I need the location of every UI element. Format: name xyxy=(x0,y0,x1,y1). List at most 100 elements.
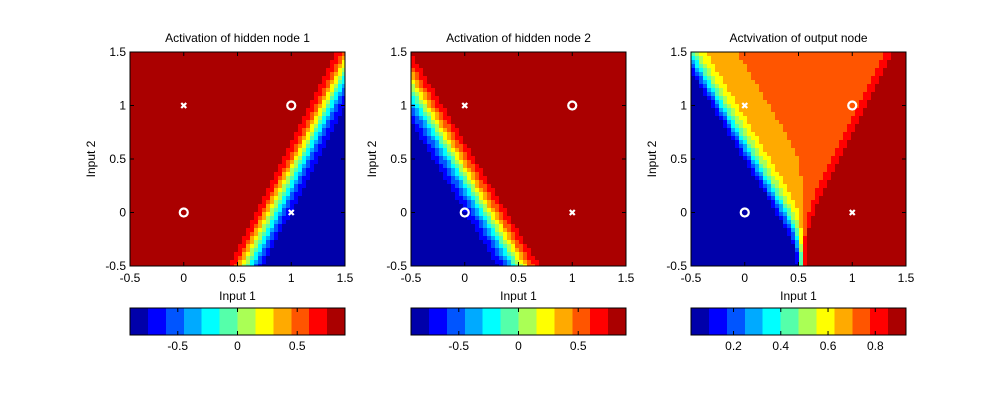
heatmap-cell xyxy=(326,140,331,145)
heatmap-cell xyxy=(262,96,267,101)
heatmap-cell xyxy=(306,108,311,113)
colorbar-segment xyxy=(273,308,292,335)
heatmap-cell xyxy=(479,156,484,161)
heatmap-cell xyxy=(547,252,552,257)
heatmap-cell xyxy=(290,80,295,85)
heatmap-cell xyxy=(467,124,472,129)
colorbar-segment xyxy=(183,308,203,335)
heatmap-cell xyxy=(238,68,243,73)
heatmap-cell xyxy=(427,88,432,93)
heatmap-cell xyxy=(423,88,428,93)
heatmap-cell xyxy=(503,264,508,266)
heatmap-cell xyxy=(254,96,259,101)
heatmap-cell xyxy=(142,92,147,97)
heatmap-cell xyxy=(290,236,295,241)
heatmap-cell xyxy=(166,132,171,137)
heatmap-cell xyxy=(250,152,255,157)
heatmap-cell xyxy=(162,128,167,133)
heatmap-cell xyxy=(499,128,504,133)
heatmap-cell xyxy=(218,200,223,205)
heatmap-cell xyxy=(186,76,191,81)
heatmap-cell xyxy=(547,112,552,117)
heatmap-cell xyxy=(210,256,215,261)
heatmap-cell xyxy=(154,116,159,121)
heatmap-cell xyxy=(294,264,299,266)
heatmap-cell xyxy=(242,208,247,213)
heatmap-cell xyxy=(238,80,243,85)
heatmap-cell xyxy=(535,168,540,173)
heatmap-cell xyxy=(475,180,480,185)
heatmap-cell xyxy=(138,136,143,141)
heatmap-cell xyxy=(138,188,143,193)
heatmap-cell xyxy=(166,76,171,81)
heatmap-cell xyxy=(322,84,327,89)
heatmap-cell xyxy=(491,68,496,73)
heatmap-cell xyxy=(274,240,279,245)
heatmap-cell xyxy=(523,76,528,81)
heatmap-cell xyxy=(491,252,496,257)
heatmap-cell xyxy=(242,184,247,189)
heatmap-cell xyxy=(451,72,456,77)
heatmap-cell xyxy=(342,120,345,125)
heatmap-cell xyxy=(270,100,275,105)
heatmap-cell xyxy=(170,240,175,245)
heatmap-cell xyxy=(491,172,496,177)
heatmap-cell xyxy=(242,80,247,85)
heatmap-cell xyxy=(459,92,464,97)
heatmap-cell xyxy=(162,72,167,77)
heatmap-cell xyxy=(479,116,484,121)
heatmap-cell xyxy=(190,180,195,185)
heatmap-cell xyxy=(234,132,239,137)
heatmap-cell xyxy=(170,264,175,266)
heatmap-cell xyxy=(258,256,263,261)
heatmap-cell xyxy=(234,256,239,261)
heatmap-cell xyxy=(503,244,508,249)
heatmap-cell xyxy=(130,264,135,266)
heatmap-cell xyxy=(334,184,339,189)
heatmap-cell xyxy=(258,200,263,205)
heatmap-cell xyxy=(511,124,516,129)
heatmap-cell xyxy=(423,164,428,169)
heatmap-cell xyxy=(455,52,460,57)
heatmap-cell xyxy=(274,180,279,185)
heatmap-cell xyxy=(242,232,247,237)
heatmap-cell xyxy=(535,184,540,189)
heatmap-cell xyxy=(210,188,215,193)
heatmap-cell xyxy=(523,140,528,145)
heatmap-cell xyxy=(342,116,345,121)
heatmap-cell xyxy=(310,124,315,129)
heatmap-cell xyxy=(507,136,512,141)
heatmap-cell xyxy=(298,232,303,237)
heatmap-cell xyxy=(511,216,516,221)
heatmap-cell xyxy=(250,60,255,65)
heatmap-cell xyxy=(178,248,183,253)
heatmap-cell xyxy=(318,88,323,93)
heatmap-cell xyxy=(318,56,323,61)
heatmap-cell xyxy=(250,260,255,265)
heatmap-cell xyxy=(186,164,191,169)
heatmap-cell xyxy=(471,224,476,229)
heatmap-cell xyxy=(134,172,139,177)
heatmap-cell xyxy=(543,240,548,245)
heatmap-cell xyxy=(210,128,215,133)
heatmap-cell xyxy=(190,236,195,241)
heatmap-cell xyxy=(483,188,488,193)
heatmap-cell xyxy=(443,232,448,237)
heatmap-cell xyxy=(198,224,203,229)
heatmap-cell xyxy=(310,240,315,245)
heatmap-cell xyxy=(447,96,452,101)
heatmap-cell xyxy=(150,200,155,205)
heatmap-cell xyxy=(134,52,139,57)
heatmap-cell xyxy=(202,96,207,101)
heatmap-cell xyxy=(150,72,155,77)
heatmap-cell xyxy=(471,256,476,261)
heatmap-cell xyxy=(411,220,416,225)
heatmap-cell xyxy=(338,260,343,265)
heatmap-cell xyxy=(150,196,155,201)
heatmap-cell xyxy=(274,232,279,237)
heatmap-cell xyxy=(218,132,223,137)
heatmap-cell xyxy=(539,104,544,109)
heatmap-cell xyxy=(190,56,195,61)
heatmap-cell xyxy=(555,96,560,101)
heatmap-cell xyxy=(270,84,275,89)
